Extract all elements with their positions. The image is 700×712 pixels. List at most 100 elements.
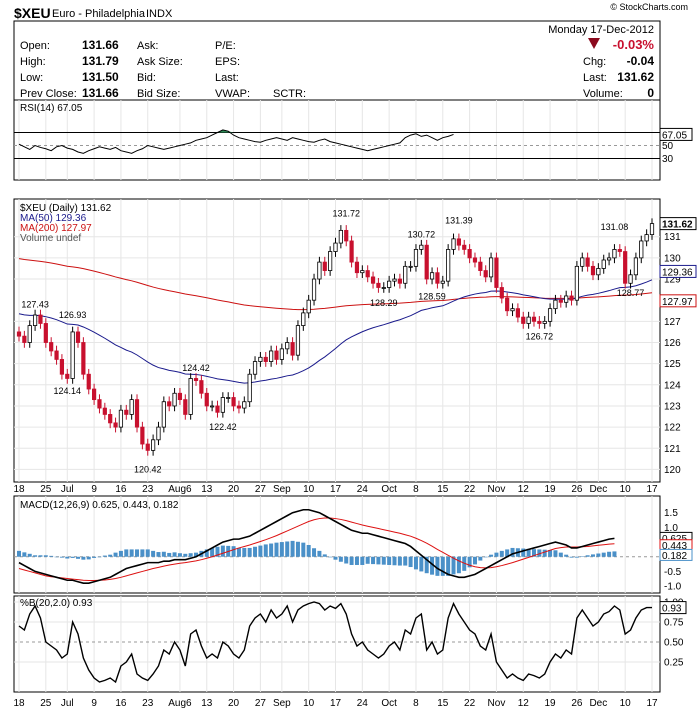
price-tick-label: 124 bbox=[664, 380, 681, 391]
candle-body bbox=[413, 249, 419, 267]
candle-body bbox=[151, 439, 156, 451]
macd-histogram-bar bbox=[430, 556, 435, 575]
macd-histogram-bar bbox=[172, 552, 177, 557]
macd-histogram-bar bbox=[194, 552, 199, 557]
price-annotation: 131.72 bbox=[332, 209, 360, 219]
macd-histogram-bar bbox=[607, 551, 612, 557]
percent-b-last-label: 0.93 bbox=[662, 604, 682, 615]
rsi-title: RSI(14) 67.05 bbox=[20, 103, 83, 114]
x-tick-label: 20 bbox=[228, 698, 240, 709]
candle-body bbox=[269, 350, 274, 362]
x-tick-label: 13 bbox=[201, 484, 213, 495]
macd-histogram-bar bbox=[478, 556, 483, 561]
price-annotation: 128.77 bbox=[617, 288, 645, 298]
macd-histogram-bar bbox=[494, 552, 499, 557]
prev-close-label: Prev Close: bbox=[20, 88, 77, 100]
x-tick-label: 9 bbox=[91, 484, 97, 495]
candle-body bbox=[456, 238, 461, 246]
macd-signal-line bbox=[18, 517, 615, 582]
ma200-line bbox=[18, 258, 653, 311]
macd-histogram-bar bbox=[118, 550, 123, 557]
low-value: 131.50 bbox=[82, 70, 119, 84]
candle-body bbox=[601, 259, 606, 269]
macd-histogram-bar bbox=[108, 554, 113, 557]
candle-body bbox=[574, 265, 579, 301]
candle-body bbox=[585, 257, 590, 267]
x-tick-label: 19 bbox=[545, 484, 557, 495]
macd-histogram-bar bbox=[161, 551, 166, 557]
candle-body bbox=[311, 278, 317, 301]
x-tick-label: 25 bbox=[40, 698, 52, 709]
candle-body bbox=[49, 342, 54, 352]
last-label: Last: bbox=[583, 72, 607, 84]
macd-histogram-bar bbox=[435, 556, 440, 576]
macd-histogram-bar bbox=[183, 553, 188, 557]
macd-histogram-bar bbox=[333, 556, 338, 560]
price-last-box bbox=[659, 264, 697, 278]
candle-body bbox=[537, 320, 542, 324]
macd-histogram-bar bbox=[467, 556, 472, 568]
macd-histogram-bar bbox=[537, 549, 542, 557]
price-tick-label: 130 bbox=[664, 253, 681, 264]
price-annotation: 126.72 bbox=[526, 331, 554, 341]
x-tick-label: 23 bbox=[142, 698, 154, 709]
labels-layer: 18 25 Jul 9 16 23 Aug6 13 20 27 Sep 10 17 24 Oct 8 15 22 N… bbox=[13, 103, 697, 709]
candle-body bbox=[633, 257, 639, 276]
x-tick-label: Nov bbox=[488, 484, 506, 495]
candle-body bbox=[167, 401, 172, 407]
macd-histogram-bar bbox=[263, 544, 268, 557]
candle-body bbox=[156, 426, 161, 441]
macd-histogram-bar bbox=[462, 556, 467, 571]
high-label: High: bbox=[20, 56, 46, 68]
macd-last-label: 0.443 bbox=[662, 541, 687, 552]
candle-body bbox=[22, 335, 27, 343]
candle-body bbox=[408, 265, 413, 268]
macd-histogram-bar bbox=[210, 547, 215, 557]
candle-body bbox=[124, 409, 129, 415]
price-tick-label: 121 bbox=[664, 444, 681, 455]
candle-body bbox=[295, 325, 301, 356]
candle-body bbox=[177, 392, 183, 401]
candle-body bbox=[97, 399, 102, 409]
macd-histogram-bar bbox=[129, 549, 134, 557]
macd-histogram-bar bbox=[381, 556, 386, 565]
candle-body bbox=[531, 316, 537, 322]
candle-body bbox=[204, 392, 209, 407]
candle-body bbox=[301, 312, 306, 326]
candle-body bbox=[440, 280, 445, 284]
macd-histogram-bar bbox=[483, 556, 488, 558]
macd-histogram-bar bbox=[338, 556, 343, 562]
candle-body bbox=[70, 331, 75, 379]
macd-histogram-bar bbox=[419, 556, 424, 572]
candle-body bbox=[226, 397, 231, 399]
candle-body bbox=[231, 397, 236, 407]
candle-body bbox=[199, 380, 204, 394]
ask-size-label: Ask Size: bbox=[137, 56, 183, 68]
volume-label: Volume: bbox=[583, 88, 623, 100]
candle-body bbox=[118, 409, 124, 428]
candle-body bbox=[419, 244, 424, 250]
x-tick-label: Oct bbox=[381, 698, 397, 709]
candle-body bbox=[32, 314, 38, 326]
candle-body bbox=[306, 299, 311, 314]
macd-histogram-bar bbox=[156, 552, 161, 557]
change-percent: -0.03% bbox=[613, 37, 655, 52]
x-tick-label: 22 bbox=[464, 484, 476, 495]
macd-histogram-bar bbox=[177, 553, 182, 557]
x-tick-label: Oct bbox=[381, 484, 397, 495]
candle-body bbox=[451, 238, 456, 250]
candle-body bbox=[333, 242, 338, 252]
open-value: 131.66 bbox=[82, 38, 119, 52]
macd-histogram-bar bbox=[236, 547, 241, 557]
candle-body bbox=[397, 278, 402, 284]
x-tick-label: 18 bbox=[13, 484, 25, 495]
price-annotation: 124.42 bbox=[182, 363, 210, 373]
candle-body bbox=[499, 287, 504, 299]
candle-body bbox=[38, 314, 43, 324]
last-value: 131.62 bbox=[617, 70, 654, 84]
macd-histogram-bar bbox=[408, 556, 413, 568]
credit-text: © StockCharts.com bbox=[610, 2, 688, 12]
price-tick-label: 129 bbox=[664, 275, 681, 286]
macd-histogram-bar bbox=[376, 556, 381, 565]
